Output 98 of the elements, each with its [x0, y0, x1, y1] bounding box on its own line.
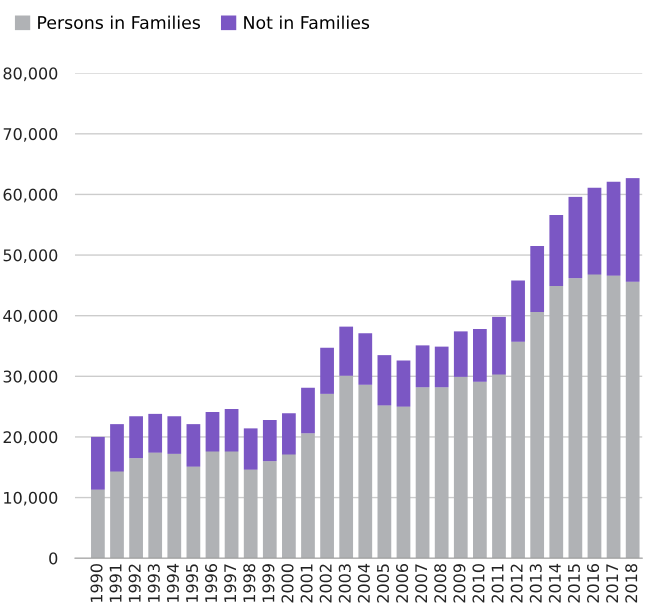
bar	[511, 280, 525, 342]
x-tick-label: 2011	[492, 564, 504, 602]
x-tick-label: 2015	[568, 564, 580, 602]
bar	[606, 276, 620, 558]
bar	[339, 376, 354, 558]
y-tick-label: 30,000	[4, 370, 58, 384]
x-tick-label: 1995	[186, 564, 198, 602]
y-tick-label: 0	[49, 552, 58, 564]
y-tick-label: 70,000	[4, 128, 58, 142]
bar	[206, 451, 220, 558]
bar	[91, 490, 105, 558]
x-tick-label: 2008	[434, 564, 446, 602]
bar	[224, 409, 238, 452]
bar	[473, 329, 487, 382]
bar	[396, 360, 410, 407]
bar	[568, 196, 582, 278]
bar	[129, 458, 143, 558]
bar	[320, 348, 334, 394]
x-tick-label: 2010	[472, 564, 485, 602]
y-tick-label: 60,000	[4, 188, 58, 202]
legend-label: Not in Families	[244, 16, 370, 30]
bar	[186, 424, 200, 467]
x-tick-label: 2005	[376, 564, 390, 602]
bar	[492, 374, 506, 558]
x-tick-label: 1991	[110, 564, 122, 602]
x-tick-label: 1999	[262, 564, 274, 602]
y-tick-label: 10,000	[4, 492, 58, 506]
y-tick-label: 20,000	[4, 431, 58, 445]
bar	[416, 387, 430, 558]
x-tick-label: 2000	[281, 564, 294, 602]
bar	[492, 316, 506, 374]
bar	[511, 342, 525, 558]
bar	[358, 333, 372, 385]
bar	[626, 282, 640, 558]
y-tick-label: 40,000	[3, 310, 58, 324]
x-tick-label: 2007	[415, 564, 428, 602]
x-tick-label: 1990	[90, 564, 103, 602]
bar	[301, 433, 315, 558]
bar	[530, 312, 544, 558]
bar	[167, 416, 182, 454]
bar	[148, 414, 162, 453]
bar	[186, 466, 200, 558]
bar	[588, 188, 602, 274]
y-tick-label: 80,000	[4, 67, 58, 82]
bar	[416, 345, 430, 388]
x-tick-label: 2006	[396, 564, 408, 602]
bar	[378, 355, 392, 406]
x-tick-label: 1998	[243, 564, 256, 602]
bar	[626, 178, 640, 282]
bar	[530, 246, 544, 312]
x-tick-label: 2014	[548, 564, 561, 602]
bar	[301, 388, 315, 434]
bar	[110, 424, 124, 472]
bar	[244, 470, 258, 558]
bar	[549, 215, 564, 286]
bar	[454, 376, 468, 558]
bar	[129, 416, 143, 458]
bar	[206, 412, 220, 452]
bar	[262, 420, 277, 462]
bar	[262, 461, 277, 558]
bar	[434, 346, 449, 388]
bar	[396, 406, 410, 558]
x-tick-label: 1997	[224, 564, 236, 602]
legend-label: Persons in Families	[38, 16, 200, 30]
bar	[224, 451, 238, 558]
bar	[320, 394, 334, 558]
x-tick-label: 2012	[510, 564, 523, 602]
x-tick-label: 2004	[358, 564, 370, 602]
bar	[434, 387, 449, 558]
x-tick-label: 2003	[338, 564, 351, 602]
bar	[110, 471, 124, 558]
x-tick-label: 1992	[128, 564, 141, 602]
x-tick-label: 2017	[606, 564, 618, 602]
bar	[339, 326, 354, 376]
bar	[148, 452, 162, 558]
x-tick-label: 2001	[300, 564, 313, 602]
x-tick-label: 2013	[530, 564, 542, 602]
x-tick-label: 2002	[320, 564, 332, 602]
bar	[167, 454, 182, 558]
x-tick-label: 2018	[625, 564, 638, 602]
x-tick-label: 1994	[166, 564, 179, 602]
bar	[568, 278, 582, 558]
x-tick-label: 1993	[148, 564, 160, 602]
bar	[91, 436, 105, 490]
bar	[473, 382, 487, 558]
bar	[378, 405, 392, 558]
bar	[588, 274, 602, 558]
bar	[606, 182, 620, 276]
bar	[454, 331, 468, 377]
bar	[358, 384, 372, 558]
y-tick-label: 50,000	[4, 249, 58, 263]
x-tick-label: 2016	[587, 564, 600, 602]
bar	[282, 454, 296, 558]
bar	[282, 413, 296, 454]
bar	[549, 286, 564, 558]
bar	[244, 428, 258, 470]
x-tick-label: 1996	[205, 564, 218, 602]
x-tick-label: 2009	[453, 564, 466, 602]
